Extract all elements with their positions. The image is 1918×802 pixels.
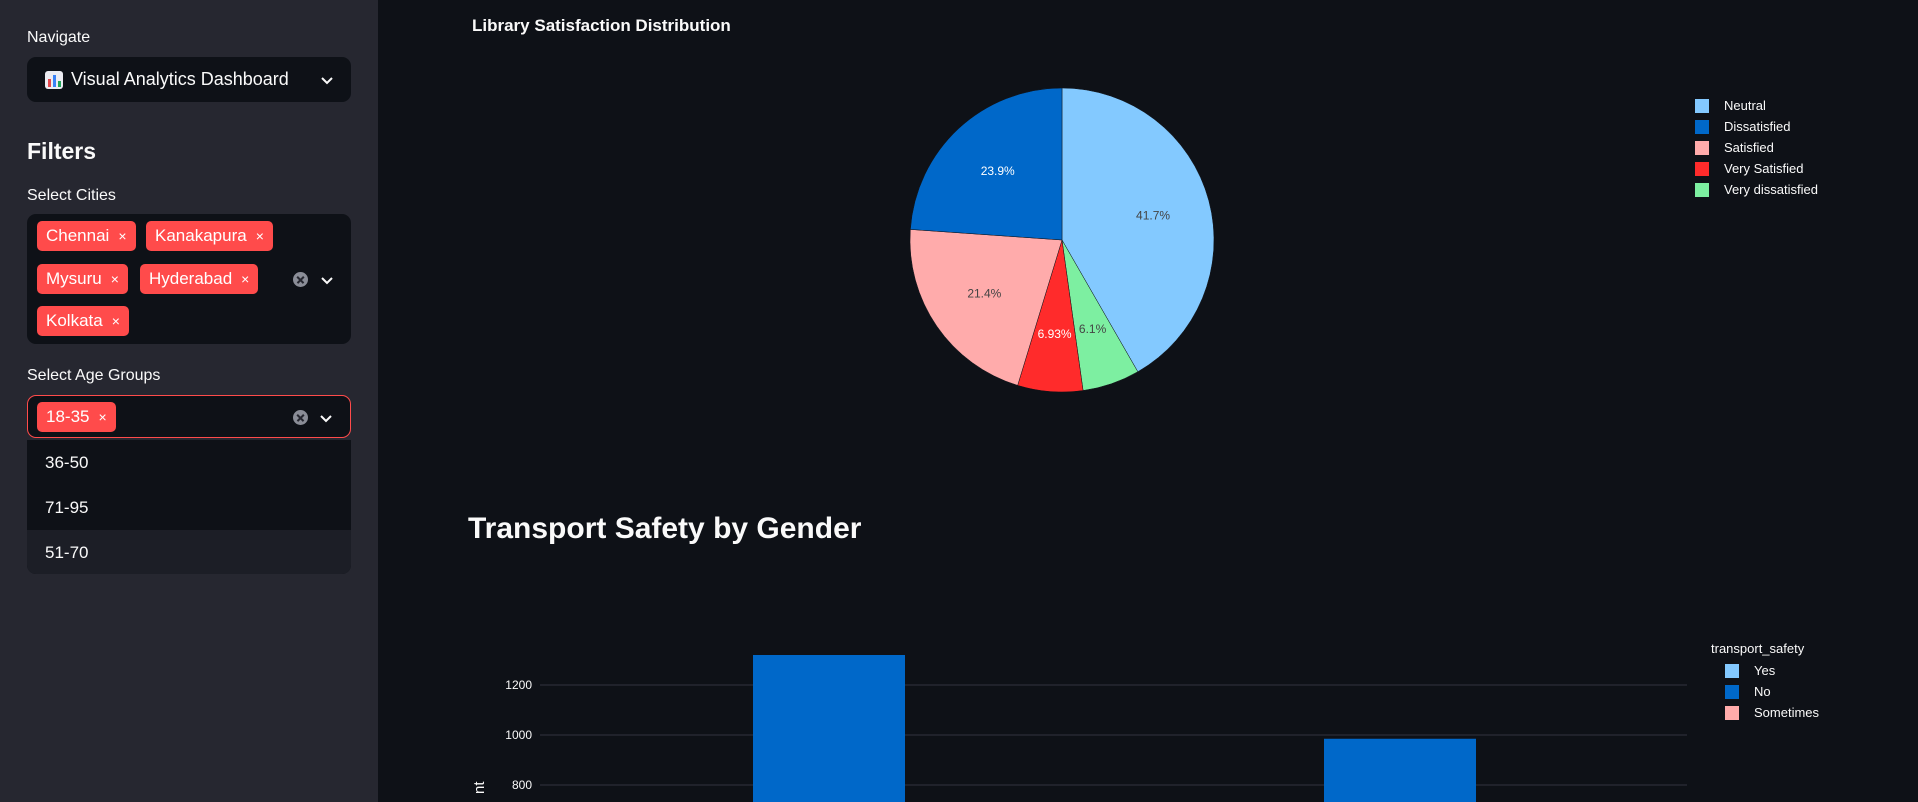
legend-label: Dissatisfied: [1724, 119, 1791, 134]
legend-item[interactable]: Very Satisfied: [1695, 158, 1818, 179]
legend-swatch: [1695, 161, 1709, 176]
legend-label: Very dissatisfied: [1724, 182, 1818, 197]
clear-all-icon[interactable]: [293, 410, 308, 425]
bar-section-heading: Transport Safety by Gender: [468, 512, 862, 545]
chevron-down-icon[interactable]: [319, 72, 335, 88]
y-tick-label: 800: [512, 778, 532, 792]
legend-label: Satisfied: [1724, 140, 1774, 155]
legend-label: Yes: [1754, 663, 1776, 678]
close-icon[interactable]: ×: [98, 409, 107, 425]
y-axis-label: nt: [471, 781, 488, 794]
legend-swatch: [1725, 705, 1739, 720]
pie-slice-label: 21.4%: [967, 286, 1001, 300]
cities-label: Select Cities: [27, 187, 116, 204]
legend-label: No: [1754, 684, 1771, 699]
y-tick-label: 1000: [505, 728, 532, 742]
chevron-down-icon[interactable]: [318, 410, 334, 426]
bar[interactable]: [1324, 738, 1476, 802]
age-option[interactable]: 36-50: [45, 453, 89, 472]
bar-chart: 1200 1000 800 nt: [471, 655, 1687, 802]
pie-slice[interactable]: [910, 87, 1063, 241]
legend-swatch: [1695, 98, 1709, 113]
age-tag[interactable]: 18-35 ×: [37, 402, 116, 432]
legend-item[interactable]: No: [1711, 681, 1819, 702]
legend-item[interactable]: Satisfied: [1695, 137, 1818, 158]
legend-item[interactable]: Dissatisfied: [1695, 116, 1818, 137]
pie-slice[interactable]: [1061, 87, 1215, 373]
pie-slice-label: 41.7%: [1136, 209, 1170, 223]
age-groups-label: Select Age Groups: [27, 367, 161, 384]
bar[interactable]: [753, 655, 905, 802]
legend-label: Neutral: [1724, 98, 1766, 113]
pie-chart-title: Library Satisfaction Distribution: [472, 16, 731, 35]
filters-heading: Filters: [27, 138, 97, 164]
pie-legend: Neutral Dissatisfied Satisfied Very Satisfi…: [1695, 95, 1818, 200]
navigate-label: Navigate: [27, 29, 91, 46]
clear-all-icon[interactable]: [293, 272, 308, 287]
age-groups-multiselect[interactable]: 18-35 ×: [27, 395, 351, 438]
bar-legend: transport_safety Yes No Sometimes: [1711, 641, 1819, 723]
close-icon[interactable]: ×: [241, 271, 250, 287]
close-icon[interactable]: ×: [110, 271, 119, 287]
y-tick-label: 1200: [505, 678, 532, 692]
age-groups-dropdown: 36-50 71-95 51-70: [27, 440, 351, 574]
legend-label: Very Satisfied: [1724, 161, 1804, 176]
pie-slice[interactable]: [909, 229, 1063, 386]
pie-chart: 41.7% 6.1% 6.93% 21.4% 23.9%: [909, 87, 1215, 393]
legend-swatch: [1695, 182, 1709, 197]
legend-item[interactable]: Sometimes: [1711, 702, 1819, 723]
close-icon[interactable]: ×: [111, 313, 120, 329]
legend-item[interactable]: Neutral: [1695, 95, 1818, 116]
legend-swatch: [1695, 119, 1709, 134]
legend-item[interactable]: Very dissatisfied: [1695, 179, 1818, 200]
legend-swatch: [1695, 140, 1709, 155]
navigate-select[interactable]: Visual Analytics Dashboard: [27, 57, 351, 102]
city-tag[interactable]: Hyderabad ×: [140, 264, 259, 294]
city-tag[interactable]: Chennai ×: [37, 221, 136, 251]
pie-slice-label: 23.9%: [981, 164, 1015, 178]
close-icon[interactable]: ×: [118, 228, 127, 244]
chevron-down-icon[interactable]: [319, 272, 335, 288]
bar-legend-title: transport_safety: [1711, 641, 1805, 656]
city-tag[interactable]: Kanakapura ×: [146, 221, 273, 251]
pie-slice-label: 6.93%: [1038, 327, 1072, 341]
city-tag[interactable]: Kolkata ×: [37, 306, 129, 336]
legend-label: Sometimes: [1754, 705, 1820, 720]
cities-multiselect[interactable]: Chennai × Kanakapura × Mysuru × Hyderabad × …: [27, 214, 351, 344]
legend-swatch: [1725, 684, 1739, 699]
age-option[interactable]: 71-95: [45, 498, 89, 517]
bar-chart-icon: [45, 70, 63, 89]
legend-swatch: [1725, 663, 1739, 678]
age-option[interactable]: 51-70: [27, 530, 351, 574]
navigate-select-value: Visual Analytics Dashboard: [71, 69, 289, 89]
close-icon[interactable]: ×: [255, 228, 264, 244]
city-tag[interactable]: Mysuru ×: [37, 264, 128, 294]
sidebar: Navigate Visual Analytics Dashboard Filt…: [0, 0, 378, 802]
legend-item[interactable]: Yes: [1711, 660, 1819, 681]
pie-slice-label: 6.1%: [1079, 322, 1107, 336]
